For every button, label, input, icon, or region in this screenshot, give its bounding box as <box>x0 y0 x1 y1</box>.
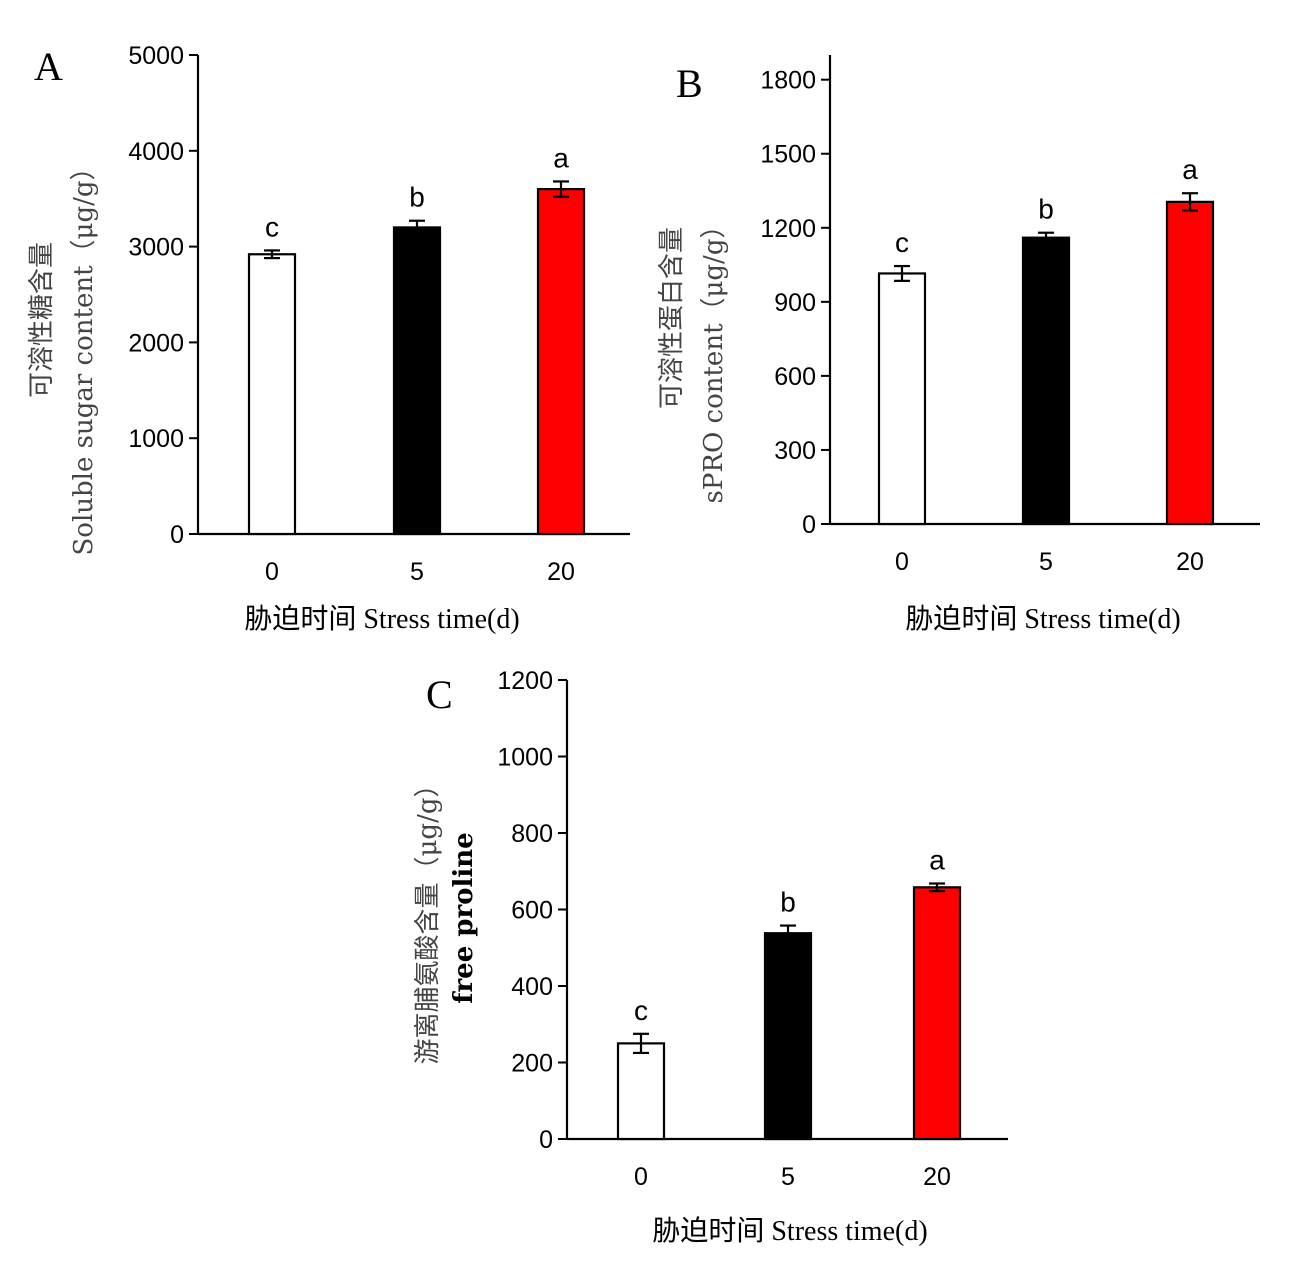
bar <box>536 188 586 536</box>
y-tick-label: 200 <box>511 1050 553 1078</box>
y-tick-label: 1000 <box>497 744 553 772</box>
significance-label: c <box>634 995 648 1026</box>
y-tick-label: 900 <box>774 289 816 317</box>
panel-a: 0 1000 2000 3000 4000 5000 c 0 b 5 a 20 A 可溶性糖含量 Solub… <box>27 42 630 635</box>
y-axis-label-cn: 可溶性糖含量 <box>27 242 57 398</box>
significance-label: b <box>1038 194 1054 225</box>
x-tick-label: 0 <box>895 548 909 576</box>
y-tick-label: 600 <box>774 363 816 391</box>
significance-label: a <box>553 142 569 173</box>
x-tick-label: 5 <box>1039 548 1053 576</box>
bar <box>392 226 442 536</box>
bar <box>1021 236 1071 526</box>
panel-letter: B <box>676 61 703 106</box>
bar <box>616 1042 666 1141</box>
x-tick-label: 20 <box>923 1163 951 1191</box>
panel-letter: C <box>426 672 453 717</box>
y-tick-label: 0 <box>539 1126 553 1154</box>
significance-label: b <box>409 182 425 213</box>
y-tick-label: 1000 <box>128 425 184 453</box>
y-tick-label: 1500 <box>760 141 816 169</box>
bar <box>877 272 927 526</box>
bar <box>763 932 813 1141</box>
y-tick-label: 4000 <box>128 138 184 166</box>
bar <box>1165 200 1215 526</box>
x-tick-label: 0 <box>265 558 279 586</box>
y-tick-label: 5000 <box>128 42 184 70</box>
x-tick-label: 20 <box>547 558 575 586</box>
y-tick-label: 600 <box>511 897 553 925</box>
x-tick-label: 5 <box>781 1163 795 1191</box>
y-tick-label: 3000 <box>128 234 184 262</box>
panel-c: 0 200 400 600 800 1000 1200 c 0 b 5 a 20 C 游离脯氨酸含量（μg/… <box>413 667 1008 1247</box>
y-tick-label: 2000 <box>128 329 184 357</box>
panel-b: 0 300 600 900 1200 1500 1800 c 0 b 5 a 20 B 可溶性蛋白含量 sPR… <box>657 55 1260 635</box>
significance-label: a <box>1182 154 1198 185</box>
significance-label: c <box>265 211 279 242</box>
panel-letter: A <box>34 44 63 89</box>
y-tick-label: 1200 <box>497 667 553 695</box>
y-axis-label-cn: 游离脯氨酸含量（μg/g） <box>413 772 443 1065</box>
y-tick-label: 400 <box>511 973 553 1001</box>
x-tick-label: 5 <box>410 558 424 586</box>
bar <box>912 886 962 1141</box>
x-tick-label: 20 <box>1176 548 1204 576</box>
y-axis-label-en: free proline <box>449 832 479 1003</box>
y-tick-label: 800 <box>511 820 553 848</box>
x-tick-label: 0 <box>634 1163 648 1191</box>
y-axis-label-en: Soluble sugar content（μg/g） <box>69 154 99 555</box>
y-tick-label: 1200 <box>760 215 816 243</box>
y-tick-label: 0 <box>170 521 184 549</box>
y-tick-label: 0 <box>802 511 816 539</box>
y-tick-label: 300 <box>774 437 816 465</box>
y-tick-label: 1800 <box>760 67 816 95</box>
bar <box>247 253 297 536</box>
significance-label: c <box>895 227 909 258</box>
significance-label: b <box>780 887 796 918</box>
x-axis-label: 胁迫时间 Stress time(d) <box>244 603 519 635</box>
y-axis-label-en: sPRO content（μg/g） <box>699 213 729 504</box>
x-axis-label: 胁迫时间 Stress time(d) <box>652 1215 927 1247</box>
x-axis-label: 胁迫时间 Stress time(d) <box>905 603 1180 635</box>
y-axis-label-cn: 可溶性蛋白含量 <box>657 227 687 409</box>
significance-label: a <box>929 844 945 875</box>
